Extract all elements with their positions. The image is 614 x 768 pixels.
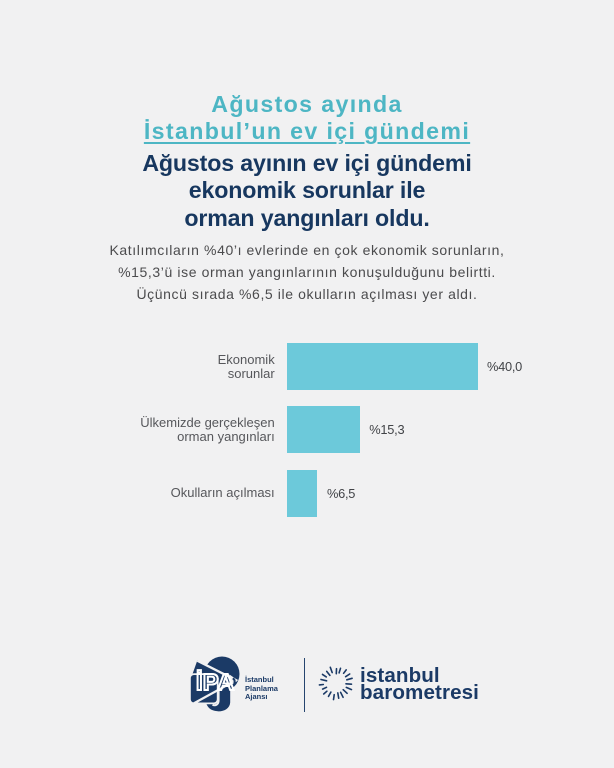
svg-text:İPA: İPA: [196, 669, 235, 695]
